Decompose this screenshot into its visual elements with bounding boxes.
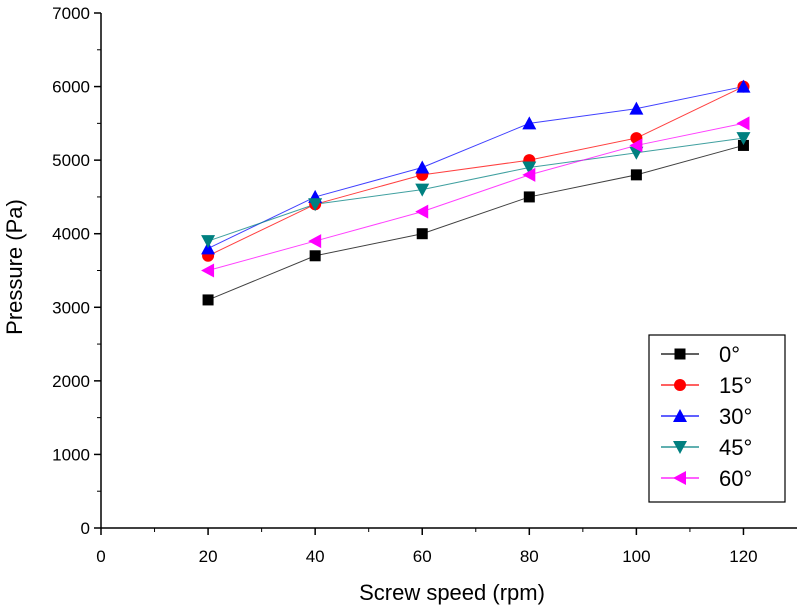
y-axis-title: Pressure (Pa): [2, 199, 27, 335]
legend-marker: [673, 441, 687, 454]
x-tick-label: 20: [199, 547, 218, 566]
legend-label: 60°: [719, 466, 752, 491]
series-line-1: [207, 86, 744, 257]
data-point-series-3: [736, 132, 751, 146]
data-point-series-4: [415, 204, 429, 219]
y-tick-label: 5000: [52, 151, 90, 170]
legend-label: 0°: [719, 342, 740, 367]
data-point-series-4: [522, 167, 536, 182]
series-line-3: [207, 137, 744, 242]
data-point-series-0: [523, 191, 535, 203]
y-tick-label: 3000: [52, 298, 90, 317]
data-point-series-0: [202, 294, 214, 306]
legend-label: 15°: [719, 373, 752, 398]
y-tick-label: 7000: [52, 4, 90, 23]
legend-marker: [673, 471, 686, 485]
data-point-series-4: [201, 263, 215, 278]
data-point-series-4: [736, 116, 750, 131]
legend-label: 45°: [719, 435, 752, 460]
data-point-series-2: [522, 116, 537, 130]
legend-marker: [674, 379, 686, 391]
legend-marker: [674, 348, 686, 360]
data-point-series-3: [201, 235, 216, 249]
data-point-series-3: [522, 161, 537, 175]
data-point-series-3: [308, 198, 323, 212]
x-tick-label: 100: [622, 547, 650, 566]
legend-label: 30°: [719, 404, 752, 429]
x-tick-label: 80: [520, 547, 539, 566]
data-point-series-0: [630, 169, 642, 181]
y-tick-label: 2000: [52, 372, 90, 391]
legend: 0° 15° 30° 45° 60°: [648, 334, 786, 503]
x-tick-label: 0: [96, 547, 105, 566]
data-point-series-4: [308, 234, 322, 249]
y-tick-label: 1000: [52, 445, 90, 464]
x-tick-label: 120: [729, 547, 757, 566]
y-tick-label: 4000: [52, 225, 90, 244]
data-point-series-2: [629, 101, 644, 115]
data-point-series-0: [309, 250, 321, 262]
legend-box: [648, 334, 786, 503]
legend-marker: [673, 409, 687, 422]
data-point-series-4: [629, 138, 643, 153]
data-point-series-3: [415, 183, 430, 197]
y-tick-label: 0: [81, 519, 90, 538]
data-point-series-2: [415, 160, 430, 174]
series-line-0: [207, 144, 744, 301]
series-line-2: [207, 86, 744, 249]
data-point-series-0: [737, 139, 749, 151]
series-line-4: [207, 122, 744, 271]
y-tick-label: 6000: [52, 78, 90, 97]
data-point-series-0: [416, 228, 428, 240]
x-axis-title: Screw speed (rpm): [359, 580, 545, 605]
x-tick-label: 60: [413, 547, 432, 566]
x-tick-label: 40: [306, 547, 325, 566]
data-point-series-2: [736, 79, 751, 93]
